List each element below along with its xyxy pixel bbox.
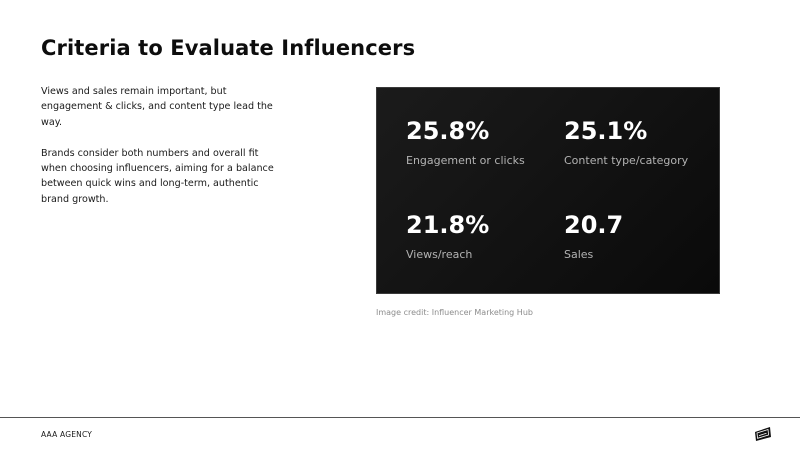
stats-panel: 25.8% Engagement or clicks 25.1% Content… (376, 87, 720, 294)
footer-agency-name: AAA AGENCY (41, 430, 93, 439)
stat-value: 20.7 (564, 211, 624, 239)
body-paragraph-1: Views and sales remain important, but en… (41, 86, 273, 128)
image-credit: Image credit: Influencer Marketing Hub (376, 308, 533, 317)
page-title: Criteria to Evaluate Influencers (41, 36, 416, 60)
body-paragraph-2: Brands consider both numbers and overall… (41, 147, 274, 205)
stat-content-type: 25.1% Content type/category (564, 117, 688, 168)
stat-engagement: 25.8% Engagement or clicks (406, 117, 525, 168)
stat-label: Views/reach (406, 248, 473, 261)
stat-label: Engagement or clicks (406, 154, 525, 167)
stat-sales: 20.7 Sales (564, 211, 623, 262)
stat-label: Content type/category (564, 154, 689, 167)
body-text: Views and sales remain important, but en… (41, 84, 276, 207)
stat-value: 25.8% (406, 117, 490, 145)
footer-divider (0, 417, 800, 418)
stat-value: 21.8% (406, 211, 490, 239)
stat-views-reach: 21.8% Views/reach (406, 211, 489, 262)
agency-logo-icon (755, 427, 771, 441)
stat-value: 25.1% (564, 117, 648, 145)
stat-label: Sales (564, 248, 594, 261)
